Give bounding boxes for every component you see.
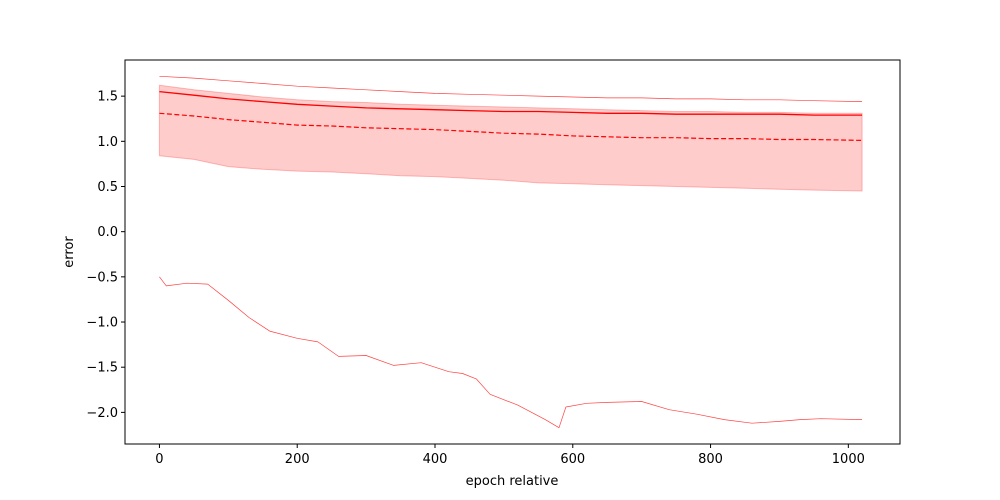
x-tick-label: 600 (560, 452, 585, 467)
series-line-3 (159, 75, 863, 102)
x-tick-label: 200 (285, 452, 310, 467)
y-tick-label: 0.5 (97, 180, 118, 195)
y-tick-label: 0.0 (97, 225, 118, 240)
y-axis-label: error (62, 236, 77, 268)
y-tick-label: −2.0 (86, 406, 118, 421)
y-tick-label: 1.5 (97, 90, 118, 105)
confidence-band (158, 84, 863, 192)
y-tick-label: −1.0 (86, 316, 118, 331)
y-tick-label: −0.5 (86, 270, 118, 285)
plot-frame (124, 59, 901, 445)
y-axis-ticks: 1.5 1.0 0.5 0.0 −0.5 −1.0 −1.5 −2.0 (86, 90, 125, 421)
series-line-2 (159, 112, 863, 141)
y-tick-label: −1.5 (86, 361, 118, 376)
x-axis-ticks: 0 200 400 600 800 1000 (155, 444, 865, 467)
x-tick-label: 1000 (832, 452, 865, 467)
x-tick-label: 800 (698, 452, 723, 467)
series-layer (159, 75, 863, 429)
x-tick-label: 400 (423, 452, 448, 467)
series-line-4 (159, 276, 863, 429)
x-axis-label: epoch relative (466, 474, 559, 489)
x-tick-label: 0 (155, 452, 163, 467)
confidence-band-layer (158, 84, 863, 192)
series-line-1 (159, 90, 863, 116)
y-tick-label: 1.0 (97, 135, 118, 150)
